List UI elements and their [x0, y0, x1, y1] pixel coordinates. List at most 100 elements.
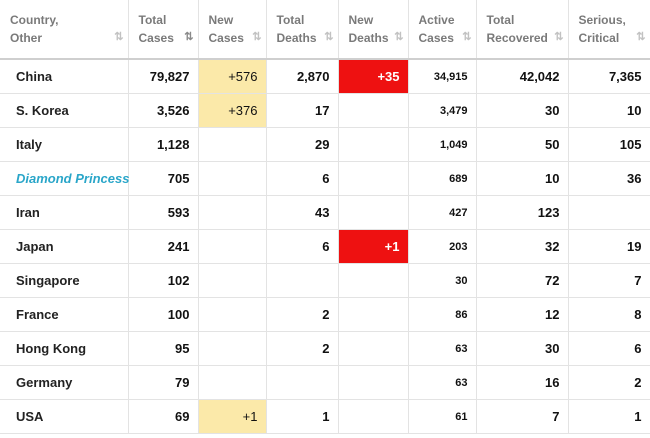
header-active-cases[interactable]: Active Cases ⇅ [408, 0, 477, 60]
total-deaths-cell [266, 365, 339, 400]
total-deaths-cell: 2 [266, 297, 339, 332]
total-cases-cell: 69 [128, 399, 199, 434]
active-cases-cell: 30 [408, 263, 477, 298]
new-deaths-cell: +1 [338, 229, 409, 264]
new-cases-cell [198, 195, 267, 230]
country-link[interactable]: Diamond Princess [0, 161, 129, 196]
header-new-deaths[interactable]: New Deaths ⇅ [338, 0, 409, 60]
new-deaths-cell [338, 365, 409, 400]
serious-critical-cell: 7 [568, 263, 650, 298]
country-name: Hong Kong [0, 331, 129, 366]
new-cases-cell [198, 127, 267, 162]
total-cases-cell: 102 [128, 263, 199, 298]
total-recovered-cell: 7 [476, 399, 569, 434]
header-total-deaths[interactable]: Total Deaths ⇅ [266, 0, 339, 60]
country-name: Germany [0, 365, 129, 400]
sort-icon[interactable]: ⇅ [324, 31, 333, 43]
sort-icon[interactable]: ⇅ [252, 31, 261, 43]
total-deaths-cell: 6 [266, 161, 339, 196]
total-deaths-cell: 2 [266, 331, 339, 366]
table-row: Singapore 102 30 72 7 [0, 263, 650, 298]
header-total-recovered[interactable]: Total Recovered ⇅ [476, 0, 569, 60]
serious-critical-cell: 8 [568, 297, 650, 332]
new-deaths-cell [338, 93, 409, 128]
serious-critical-cell: 105 [568, 127, 650, 162]
country-name: France [0, 297, 129, 332]
table-row: China 79,827 +576 2,870 +35 34,915 42,04… [0, 59, 650, 94]
table-row: Hong Kong 95 2 63 30 6 [0, 331, 650, 366]
total-cases-cell: 100 [128, 297, 199, 332]
active-cases-cell: 1,049 [408, 127, 477, 162]
active-cases-cell: 63 [408, 331, 477, 366]
total-recovered-cell: 50 [476, 127, 569, 162]
country-name: Italy [0, 127, 129, 162]
table-row: Italy 1,128 29 1,049 50 105 [0, 127, 650, 162]
serious-critical-cell: 19 [568, 229, 650, 264]
new-cases-cell [198, 161, 267, 196]
new-cases-cell: +576 [198, 59, 267, 94]
total-deaths-cell [266, 263, 339, 298]
new-cases-cell: +1 [198, 399, 267, 434]
total-cases-cell: 79 [128, 365, 199, 400]
total-deaths-cell: 1 [266, 399, 339, 434]
sort-desc-icon[interactable]: ⇅ [184, 31, 193, 43]
header-label: New Cases [208, 13, 244, 45]
table-row: Iran 593 43 427 123 [0, 195, 650, 230]
sort-icon[interactable]: ⇅ [114, 31, 123, 43]
total-cases-cell: 3,526 [128, 93, 199, 128]
sort-icon[interactable]: ⇅ [462, 31, 471, 43]
header-row: Country, Other ⇅ Total Cases ⇅ New Cases ⇅ … [0, 0, 650, 60]
total-recovered-cell: 32 [476, 229, 569, 264]
table-row: USA 69 +1 1 61 7 1 [0, 399, 650, 434]
total-recovered-cell: 42,042 [476, 59, 569, 94]
new-cases-cell [198, 297, 267, 332]
total-recovered-cell: 10 [476, 161, 569, 196]
country-name: Iran [0, 195, 129, 230]
new-cases-cell [198, 365, 267, 400]
new-deaths-cell [338, 127, 409, 162]
total-cases-cell: 241 [128, 229, 199, 264]
country-name: China [0, 59, 129, 94]
new-deaths-cell [338, 331, 409, 366]
header-label: Total Recovered [486, 13, 548, 45]
total-cases-cell: 95 [128, 331, 199, 366]
new-deaths-cell [338, 399, 409, 434]
total-recovered-cell: 12 [476, 297, 569, 332]
total-deaths-cell: 43 [266, 195, 339, 230]
sort-icon[interactable]: ⇅ [394, 31, 403, 43]
active-cases-cell: 689 [408, 161, 477, 196]
header-new-cases[interactable]: New Cases ⇅ [198, 0, 267, 60]
sort-icon[interactable]: ⇅ [554, 31, 563, 43]
header-country[interactable]: Country, Other ⇅ [0, 0, 129, 60]
table-row: Germany 79 63 16 2 [0, 365, 650, 400]
total-recovered-cell: 123 [476, 195, 569, 230]
header-label: Country, Other [10, 13, 59, 45]
total-cases-cell: 705 [128, 161, 199, 196]
header-label: Active Cases [418, 13, 455, 45]
serious-critical-cell: 36 [568, 161, 650, 196]
sort-icon[interactable]: ⇅ [636, 31, 645, 43]
active-cases-cell: 63 [408, 365, 477, 400]
serious-critical-cell: 10 [568, 93, 650, 128]
total-recovered-cell: 72 [476, 263, 569, 298]
header-label: Total Cases [138, 13, 174, 45]
total-deaths-cell: 17 [266, 93, 339, 128]
total-recovered-cell: 16 [476, 365, 569, 400]
new-cases-cell [198, 263, 267, 298]
country-name: Singapore [0, 263, 129, 298]
active-cases-cell: 86 [408, 297, 477, 332]
total-cases-cell: 79,827 [128, 59, 199, 94]
table-row: Japan 241 6 +1 203 32 19 [0, 229, 650, 264]
serious-critical-cell: 7,365 [568, 59, 650, 94]
total-deaths-cell: 29 [266, 127, 339, 162]
new-deaths-cell [338, 161, 409, 196]
total-cases-cell: 593 [128, 195, 199, 230]
new-deaths-cell [338, 297, 409, 332]
active-cases-cell: 427 [408, 195, 477, 230]
header-serious-critical[interactable]: Serious, Critical ⇅ [568, 0, 650, 60]
new-cases-cell [198, 229, 267, 264]
header-total-cases[interactable]: Total Cases ⇅ [128, 0, 199, 60]
header-label: Serious, Critical [578, 13, 626, 45]
country-name: Japan [0, 229, 129, 264]
